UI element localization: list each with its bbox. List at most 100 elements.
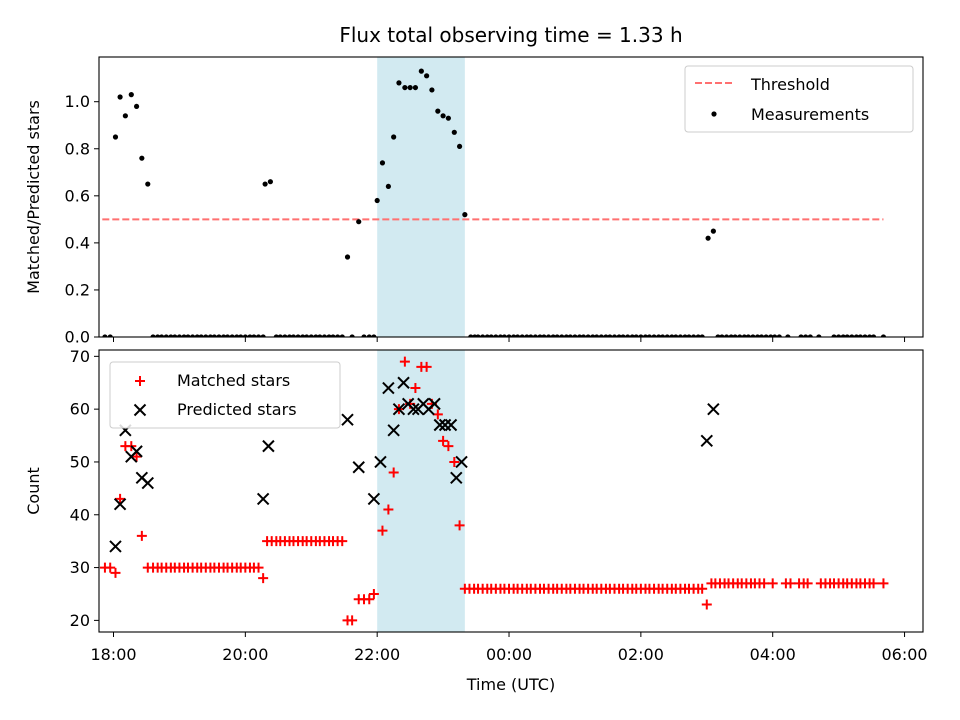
measurement-point xyxy=(286,334,293,337)
measurement-point xyxy=(300,334,306,337)
measurement-point xyxy=(607,334,613,337)
measurement-point xyxy=(255,334,262,337)
measurement-point xyxy=(537,334,543,337)
measurement-point xyxy=(374,197,380,204)
legend: Threshold Measurements xyxy=(684,65,914,133)
legend-matched-swatch xyxy=(135,376,145,386)
measurement-point xyxy=(768,334,774,337)
x-tick-label: 02:00 xyxy=(618,645,664,664)
matched-star-point xyxy=(105,562,116,573)
series-measurements xyxy=(102,68,887,337)
measurement-point xyxy=(168,334,174,337)
measurement-point xyxy=(282,334,288,337)
measurement-point xyxy=(304,334,310,337)
legend-measurement-swatch xyxy=(711,111,717,117)
matched-star-point xyxy=(115,493,126,504)
measurement-point xyxy=(590,334,596,337)
measurement-point xyxy=(440,113,446,119)
legend: Matched stars Predicted stars xyxy=(109,361,341,429)
measurement-point xyxy=(155,334,161,337)
measurement-point xyxy=(598,334,604,337)
matched-star-point xyxy=(701,599,712,610)
measurement-point xyxy=(429,87,435,93)
matched-star-point xyxy=(410,383,421,394)
measurement-point xyxy=(224,334,231,337)
measurement-point xyxy=(763,334,769,337)
measurement-point xyxy=(545,334,552,337)
matched-star-point xyxy=(377,525,388,536)
matched-star-point xyxy=(368,588,379,599)
measurement-point xyxy=(511,334,517,337)
measurement-point xyxy=(719,334,725,337)
measurement-point xyxy=(603,334,609,337)
measurement-point xyxy=(563,334,569,337)
matched-star-point xyxy=(432,409,443,420)
measurement-point xyxy=(559,334,565,337)
measurement-point xyxy=(424,73,430,79)
x-tick-label: 22:00 xyxy=(354,645,400,664)
y-tick-label: 30 xyxy=(70,558,90,577)
measurement-point xyxy=(361,334,367,337)
measurement-point xyxy=(308,334,314,337)
measurement-point xyxy=(238,334,244,337)
measurement-point xyxy=(112,134,119,140)
y-tick-label: 0.8 xyxy=(65,139,90,158)
measurement-point xyxy=(366,334,372,337)
measurement-point xyxy=(816,334,822,337)
measurement-point xyxy=(371,334,377,337)
measurement-point xyxy=(501,334,508,337)
measurement-point xyxy=(379,160,386,166)
measurement-point xyxy=(356,219,362,225)
bottom-panel: 20 30 40 50 60 70 18:00 20:00 22:00 00:00 02:00 04:… xyxy=(24,347,928,694)
y-tick-label: 0.0 xyxy=(65,328,90,347)
matched-star-point xyxy=(878,578,889,589)
measurement-point xyxy=(695,334,701,337)
measurement-point xyxy=(150,334,156,337)
measurement-point xyxy=(349,334,355,337)
series-matched-stars xyxy=(99,356,889,626)
measurement-point xyxy=(190,334,196,337)
measurement-point xyxy=(660,334,666,337)
measurement-point xyxy=(335,334,341,337)
plot-area xyxy=(99,356,889,626)
y-tick-label: 40 xyxy=(70,505,90,524)
matched-star-point xyxy=(364,594,375,605)
y-tick-label: 0.4 xyxy=(65,233,90,252)
measurement-point xyxy=(840,334,846,337)
measurement-point xyxy=(313,334,319,337)
y-axis-label: Matched/Predicted stars xyxy=(24,100,43,294)
matched-star-point xyxy=(388,467,399,478)
plot-area xyxy=(102,68,887,337)
measurement-point xyxy=(745,334,751,337)
matched-star-point xyxy=(399,356,410,367)
legend-box xyxy=(109,361,341,429)
measurement-point xyxy=(451,129,457,135)
measurement-point xyxy=(102,334,108,337)
top-panel: 0.0 0.2 0.4 0.6 0.8 1.0 Matched/Predicted star… xyxy=(24,56,924,347)
measurement-point xyxy=(277,334,283,337)
measurement-point xyxy=(554,334,560,337)
measurement-point xyxy=(532,334,538,337)
measurement-point xyxy=(758,334,765,337)
measurement-point xyxy=(220,334,227,337)
measurement-point xyxy=(273,334,279,337)
predicted-star-point xyxy=(374,455,387,469)
measurement-point xyxy=(203,334,209,337)
measurement-point xyxy=(145,181,151,187)
measurement-point xyxy=(803,334,809,337)
measurement-point xyxy=(741,334,747,337)
matched-star-point xyxy=(136,530,147,541)
matched-star-point xyxy=(258,573,269,584)
measurement-point xyxy=(723,334,730,337)
measurement-point xyxy=(493,334,499,337)
measurement-point xyxy=(664,334,670,337)
measurement-point xyxy=(242,334,248,337)
matched-star-point xyxy=(802,578,813,589)
measurement-point xyxy=(831,334,837,337)
measurement-point xyxy=(867,334,873,337)
legend-label: Threshold xyxy=(750,75,830,94)
measurement-point xyxy=(385,183,391,190)
predicted-star-point xyxy=(450,471,463,485)
matched-star-point xyxy=(110,567,121,578)
